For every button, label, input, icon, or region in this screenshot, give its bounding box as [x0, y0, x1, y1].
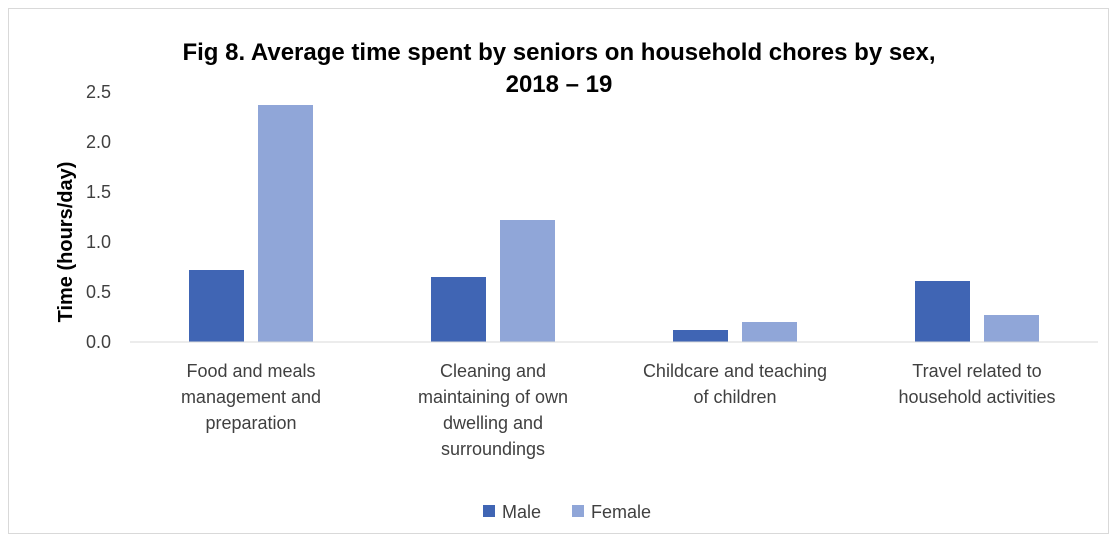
chart-title-line-2: 2018 – 19 — [506, 71, 613, 98]
bar-male-2 — [431, 277, 486, 342]
bar-female-2 — [500, 220, 555, 342]
category-label-line: Childcare and teaching — [643, 361, 827, 381]
category-label-line: management and — [181, 387, 321, 407]
legend-label-female: Female — [591, 502, 651, 522]
bar-female-3 — [742, 322, 797, 342]
bar-male-1 — [189, 270, 244, 342]
category-label-line: maintaining of own — [418, 387, 568, 407]
bar-male-3 — [673, 330, 728, 342]
y-tick-label: 2.0 — [86, 132, 111, 152]
legend-label-male: Male — [502, 502, 541, 522]
category-label-line: Food and meals — [186, 361, 315, 381]
y-tick-label: 0.5 — [86, 282, 111, 302]
legend-swatch-male — [483, 505, 495, 517]
category-label-line: of children — [693, 387, 776, 407]
chart-title: Fig 8. Average time spent by seniors on … — [182, 39, 935, 98]
y-tick-label: 0.0 — [86, 332, 111, 352]
y-tick-label: 2.5 — [86, 82, 111, 102]
chart-title-line-1: Fig 8. Average time spent by seniors on … — [182, 39, 935, 66]
y-axis-ticks: 0.0 0.5 1.0 1.5 2.0 2.5 — [86, 82, 111, 352]
category-label-line: dwelling and — [443, 413, 543, 433]
category-labels: Food and meals management and preparation C… — [181, 361, 1056, 459]
y-tick-label: 1.0 — [86, 232, 111, 252]
category-label-line: preparation — [205, 413, 296, 433]
category-label-line: Cleaning and — [440, 361, 546, 381]
category-label-line: surroundings — [441, 439, 545, 459]
category-label-line: Travel related to — [912, 361, 1041, 381]
legend-swatch-female — [572, 505, 584, 517]
category-label-line: household activities — [898, 387, 1055, 407]
legend: Male Female — [483, 502, 651, 522]
y-axis-label: Time (hours/day) — [55, 162, 77, 323]
bar-female-1 — [258, 105, 313, 342]
bar-male-4 — [915, 281, 970, 342]
y-tick-label: 1.5 — [86, 182, 111, 202]
bar-female-4 — [984, 315, 1039, 342]
bars — [189, 105, 1039, 342]
